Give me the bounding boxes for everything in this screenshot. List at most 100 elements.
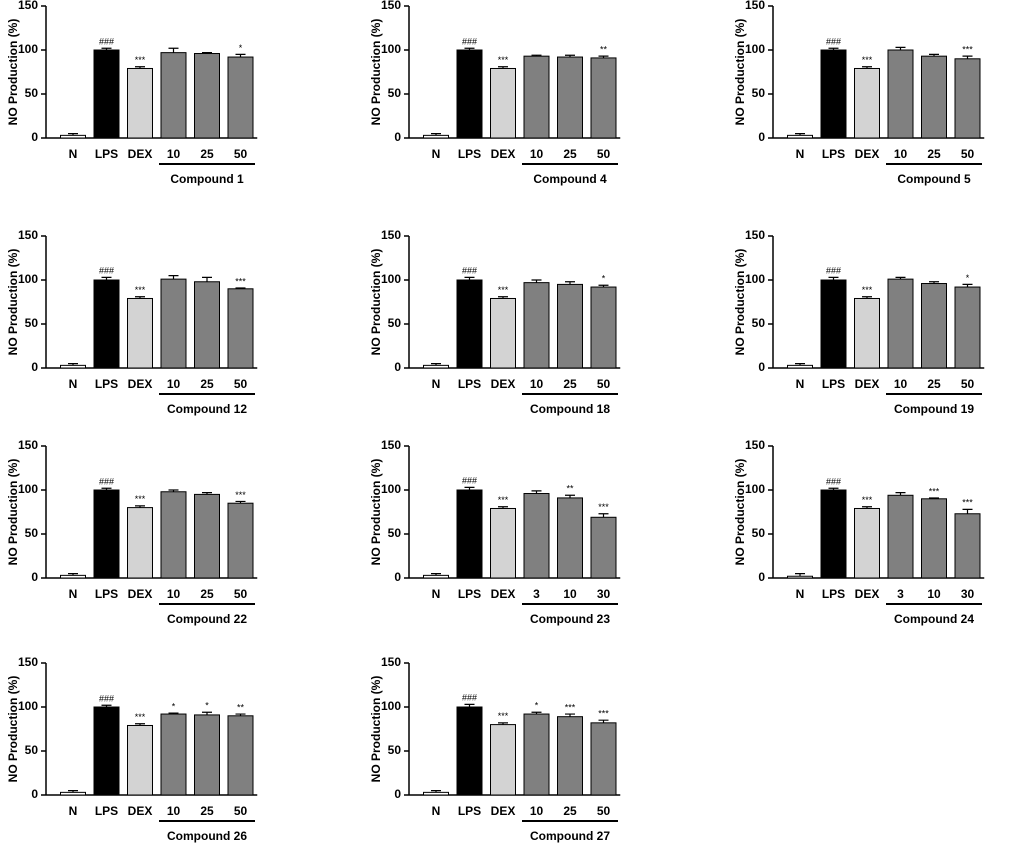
x-tick-label: 25: [200, 587, 214, 601]
error-bar: [565, 54, 575, 58]
y-axis-label: NO Production (%): [733, 459, 747, 566]
bar: [557, 497, 583, 579]
significance-label: ###: [99, 694, 114, 704]
bar: [590, 516, 617, 579]
bar: [557, 56, 583, 139]
error-bar: [962, 508, 973, 514]
y-tick-label: 50: [388, 743, 402, 757]
error-bar: [135, 296, 145, 299]
significance-label: ***: [598, 709, 609, 719]
significance-label: ***: [962, 498, 973, 508]
error-bar: [598, 513, 609, 518]
y-tick-label: 50: [388, 316, 402, 330]
error-bar: [531, 490, 542, 494]
error-bar: [202, 276, 212, 282]
bar: [820, 279, 847, 369]
bar: [787, 575, 813, 579]
significance-label: ###: [99, 266, 114, 276]
error-bar: [565, 494, 575, 498]
significance-label: ***: [862, 495, 873, 505]
panel: NO Production (%) 0 50 100 150 N LPS ### DEX *** 1…: [6, 438, 258, 626]
x-tick-label: 25: [563, 804, 577, 818]
x-tick-label: 10: [167, 377, 181, 391]
y-axis-label: NO Production (%): [369, 459, 383, 566]
group-label: Compound 18: [530, 402, 610, 416]
bar: [887, 278, 914, 369]
y-tick-label: 0: [31, 787, 38, 801]
error-bar: [862, 296, 872, 299]
x-tick-label: 25: [927, 147, 941, 161]
panel: NO Production (%) 0 50 100 150 N LPS ### DEX *** 1…: [369, 655, 621, 843]
x-tick-label: N: [432, 147, 441, 161]
bar: [820, 489, 847, 579]
bar: [93, 279, 120, 369]
significance-label: ***: [135, 494, 146, 504]
significance-label: *: [239, 43, 243, 53]
bar: [456, 49, 483, 139]
significance-label: ###: [462, 37, 477, 47]
x-tick-label: 50: [597, 804, 611, 818]
significance-label: ***: [135, 55, 146, 65]
y-tick-label: 50: [25, 316, 39, 330]
panel: NO Production (%) 0 50 100 150 N LPS ### DEX *** 3…: [733, 438, 985, 626]
y-tick-label: 100: [381, 42, 401, 56]
error-bar: [531, 279, 542, 283]
x-tick-label: N: [69, 377, 78, 391]
error-bar: [598, 719, 609, 723]
significance-label: ***: [235, 490, 246, 500]
y-tick-label: 150: [18, 228, 38, 242]
bar: [194, 53, 220, 139]
significance-label: *: [172, 702, 176, 712]
y-tick-label: 0: [758, 130, 765, 144]
significance-label: ***: [498, 495, 509, 505]
significance-label: ***: [498, 711, 509, 721]
significance-label: *: [602, 274, 606, 284]
bar: [523, 282, 550, 369]
y-tick-label: 100: [745, 42, 765, 56]
bar: [557, 716, 583, 796]
group-label: Compound 22: [167, 612, 247, 626]
y-tick-label: 150: [381, 655, 401, 669]
y-tick-label: 50: [25, 86, 39, 100]
error-bar: [431, 573, 441, 576]
bar: [60, 364, 86, 369]
error-bar: [795, 363, 805, 366]
bar: [820, 49, 847, 139]
x-tick-label: DEX: [491, 804, 516, 818]
x-tick-label: 50: [234, 804, 248, 818]
x-tick-label: DEX: [491, 147, 516, 161]
panel: NO Production (%) 0 50 100 150 N LPS ### DEX *** 1…: [6, 0, 258, 186]
significance-label: ***: [862, 55, 873, 65]
x-tick-label: N: [432, 377, 441, 391]
x-tick-label: DEX: [128, 147, 153, 161]
y-tick-label: 150: [381, 228, 401, 242]
x-tick-label: 10: [530, 804, 544, 818]
error-bar: [101, 276, 112, 280]
bar: [590, 57, 617, 139]
group-label: Compound 24: [894, 612, 974, 626]
bar: [160, 52, 187, 139]
error-bar: [498, 66, 508, 69]
group-label: Compound 26: [167, 829, 247, 843]
bar: [423, 134, 449, 139]
group-label: Compound 23: [530, 612, 610, 626]
error-bar: [498, 722, 508, 725]
significance-label: ***: [135, 285, 146, 295]
x-tick-label: 10: [167, 587, 181, 601]
y-tick-label: 50: [25, 743, 39, 757]
x-tick-label: DEX: [855, 147, 880, 161]
panel: NO Production (%) 0 50 100 150 N LPS ### DEX *** 1…: [369, 0, 621, 186]
x-tick-label: DEX: [491, 377, 516, 391]
bar: [954, 286, 981, 369]
x-tick-label: 25: [563, 147, 577, 161]
y-tick-label: 100: [381, 699, 401, 713]
x-tick-label: 50: [234, 377, 248, 391]
x-tick-label: 50: [234, 587, 248, 601]
bar: [921, 55, 947, 139]
bar: [60, 134, 86, 139]
panel: NO Production (%) 0 50 100 150 N LPS ### DEX *** 1…: [733, 228, 985, 416]
y-tick-label: 50: [388, 86, 402, 100]
error-bar: [135, 723, 145, 726]
bar: [127, 297, 153, 369]
